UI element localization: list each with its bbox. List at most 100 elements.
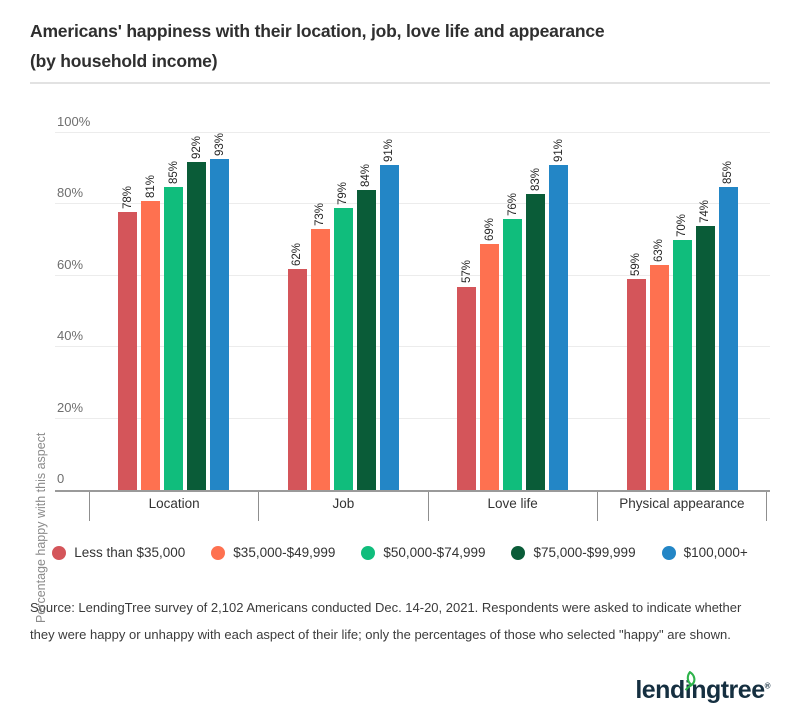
bar-value-label: 93% xyxy=(213,133,226,157)
bar-column: 63% xyxy=(649,133,669,490)
bar-value-label: 73% xyxy=(314,203,327,227)
header-divider xyxy=(30,82,770,84)
gridline xyxy=(55,274,770,276)
bar xyxy=(333,207,353,490)
leaf-icon xyxy=(684,671,696,691)
bar xyxy=(718,186,738,490)
logo-letter-i: i xyxy=(684,671,696,705)
bar-column: 59% xyxy=(626,133,646,490)
legend-item: Less than $35,000 xyxy=(52,545,185,560)
x-axis-line xyxy=(55,490,770,492)
bar xyxy=(549,165,569,490)
bar xyxy=(287,268,307,490)
category-label-physical-appearance: Physical appearance xyxy=(596,490,767,521)
bar-column: 83% xyxy=(526,133,546,490)
bar xyxy=(526,193,546,490)
logo-text-part1: lend xyxy=(635,676,685,704)
y-tick-label: 80% xyxy=(57,185,84,201)
bar-value-label: 85% xyxy=(167,160,180,184)
y-tick-label: 0 xyxy=(57,471,65,486)
bar-column: 92% xyxy=(187,133,207,490)
legend-item: $35,000-$49,999 xyxy=(211,545,335,560)
bar-value-label: 84% xyxy=(360,164,373,188)
gridline xyxy=(55,132,770,133)
bar-group-location: 78% 81% 85% 92% 93% xyxy=(89,133,259,490)
bar-value-label: 59% xyxy=(630,253,643,277)
bar-chart: Percentage happy with this aspect 0 20% 40… xyxy=(0,115,800,623)
y-tick-label: 60% xyxy=(57,256,84,272)
category-label-location: Location xyxy=(89,490,258,521)
bar xyxy=(141,200,161,490)
bar-value-label: 69% xyxy=(483,217,496,241)
legend-item: $50,000-$74,999 xyxy=(361,545,485,560)
bar-value-label: 83% xyxy=(529,167,542,191)
bar xyxy=(649,265,669,490)
bar-value-label: 76% xyxy=(506,192,519,216)
legend-swatch-icon xyxy=(361,545,376,560)
legend-label: $100,000+ xyxy=(683,545,748,560)
bar-value-label: 91% xyxy=(383,139,396,163)
bar-value-label: 57% xyxy=(460,260,473,284)
legend-label: Less than $35,000 xyxy=(74,545,186,560)
bar xyxy=(210,159,230,490)
legend-label: $50,000-$74,999 xyxy=(383,545,486,560)
legend-item: $75,000-$99,999 xyxy=(511,545,636,560)
legend-swatch-icon xyxy=(661,545,676,560)
bar-column: 76% xyxy=(503,133,523,490)
bar-column: 74% xyxy=(695,133,715,490)
bar-value-label: 92% xyxy=(190,135,203,159)
plot-area: 0 20% 40% 60% 80% 100% 78% 81% 85% 92% 93% 62% 73% 79… xyxy=(55,115,770,492)
bar-column: 70% xyxy=(672,133,692,490)
legend-label: $35,000-$49,999 xyxy=(233,545,336,560)
bar-column: 81% xyxy=(141,133,161,490)
y-tick-label: 40% xyxy=(57,328,84,344)
bar-group-physical-appearance: 59% 63% 70% 74% 85% xyxy=(598,133,768,490)
chart-title-line2: (by household income) xyxy=(30,51,218,71)
y-axis-title: Percentage happy with this aspect xyxy=(34,432,48,623)
bar xyxy=(379,165,399,490)
source-note: Source: LendingTree survey of 2,102 Amer… xyxy=(30,600,742,642)
legend-swatch-icon xyxy=(211,545,226,560)
gridline xyxy=(55,346,770,348)
bar xyxy=(503,218,523,490)
bar-value-label: 91% xyxy=(552,139,565,163)
bar xyxy=(118,211,138,490)
bar-column: 79% xyxy=(333,133,353,490)
bar xyxy=(695,225,715,490)
bar-column: 69% xyxy=(480,133,500,490)
x-axis-category-band: Location Job Love life Physical appearance xyxy=(89,490,767,521)
legend-label: $75,000-$99,999 xyxy=(533,545,636,560)
legend-item: $100,000+ xyxy=(661,545,748,560)
legend: Less than $35,000 $35,000-$49,999 $50,000-… xyxy=(0,545,800,560)
chart-card: Americans' happiness with their location… xyxy=(0,16,800,721)
legend-swatch-icon xyxy=(511,545,526,560)
chart-header: Americans' happiness with their location… xyxy=(30,16,770,76)
bar-value-label: 63% xyxy=(653,239,666,263)
bar-column: 91% xyxy=(549,133,569,490)
bar xyxy=(310,229,330,490)
bar xyxy=(164,186,184,490)
bar-column: 73% xyxy=(310,133,330,490)
bar-value-label: 78% xyxy=(121,185,134,209)
bar-value-label: 85% xyxy=(722,160,735,184)
bar-group-love-life: 57% 69% 76% 83% 91% xyxy=(428,133,598,490)
y-tick-label: 20% xyxy=(57,399,84,415)
gridline xyxy=(55,417,770,419)
bar-value-label: 79% xyxy=(337,181,350,205)
bar-column: 85% xyxy=(718,133,738,490)
bar-column: 93% xyxy=(210,133,230,490)
bar-group-job: 62% 73% 79% 84% 91% xyxy=(259,133,429,490)
logo-text-part2: i xyxy=(684,676,692,704)
bar xyxy=(457,286,477,490)
bar-column: 78% xyxy=(118,133,138,490)
category-label-love-life: Love life xyxy=(427,490,597,521)
registered-mark: ® xyxy=(764,681,771,691)
bar xyxy=(672,240,692,490)
y-tick-label: 100% xyxy=(57,114,91,129)
legend-swatch-icon xyxy=(52,545,67,560)
bar xyxy=(626,279,646,490)
bar xyxy=(356,190,376,490)
bar-value-label: 81% xyxy=(144,174,157,198)
bar-value-label: 74% xyxy=(699,199,712,223)
bar-column: 57% xyxy=(457,133,477,490)
